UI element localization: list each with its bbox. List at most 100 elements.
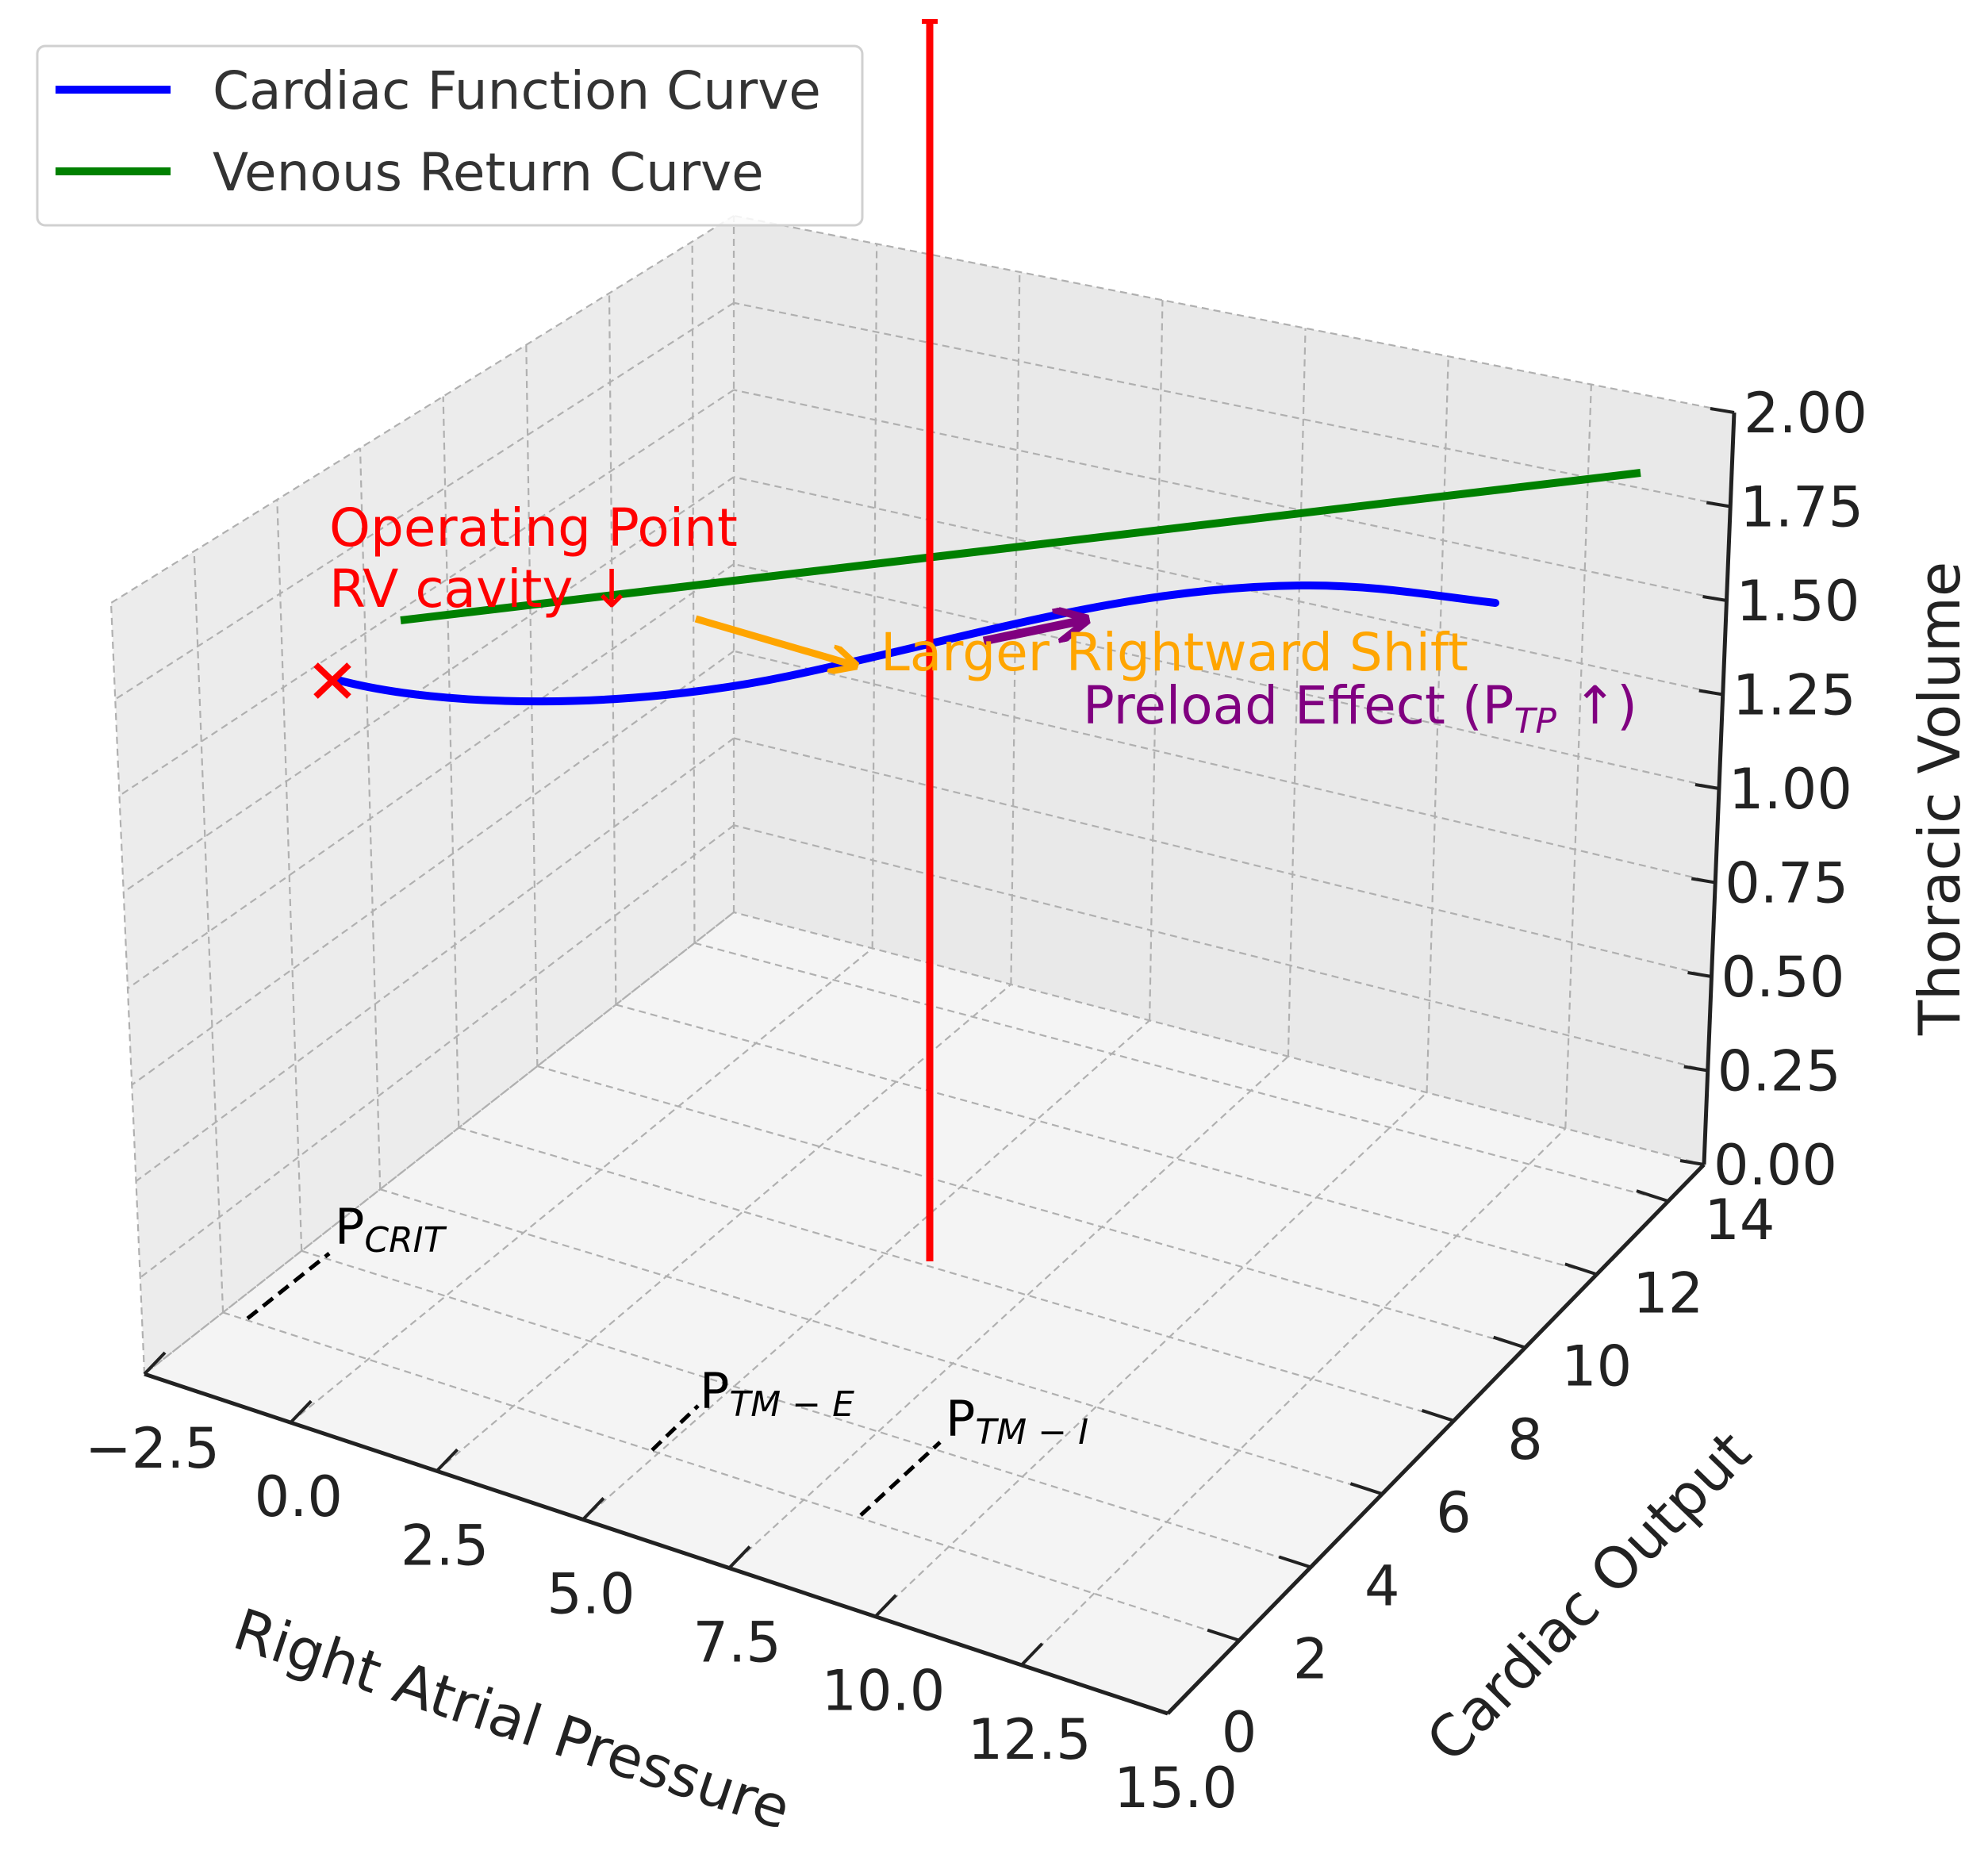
ptmi-base: P bbox=[946, 1390, 975, 1448]
z-tick-mark bbox=[1679, 1159, 1705, 1166]
z-tick-mark bbox=[1694, 783, 1720, 790]
x-gridline-back bbox=[1426, 356, 1449, 1093]
x-tick-mark bbox=[436, 1448, 459, 1472]
y-tick-label: 0 bbox=[1222, 1700, 1257, 1765]
z-tick-label: 1.00 bbox=[1729, 757, 1852, 822]
legend-box bbox=[36, 44, 864, 227]
svg-text:PTM − I: PTM − I bbox=[946, 1390, 1088, 1453]
y-gridline-floor bbox=[458, 1126, 1454, 1422]
x-tick-label: −2.5 bbox=[85, 1416, 220, 1481]
y-tick-mark bbox=[1207, 1628, 1240, 1642]
y-gridline-left bbox=[525, 344, 539, 1067]
z-tick-mark bbox=[1687, 971, 1712, 978]
z-tick-mark bbox=[1698, 689, 1724, 697]
y-tick-label: 12 bbox=[1633, 1261, 1703, 1326]
z-tick-mark bbox=[1702, 595, 1727, 602]
y-gridline-floor bbox=[694, 942, 1669, 1203]
x-tick-mark bbox=[143, 1351, 167, 1376]
y-tick-mark bbox=[1636, 1189, 1669, 1203]
x-tick-mark bbox=[727, 1545, 751, 1569]
x-gridline-floor bbox=[1020, 1127, 1567, 1666]
x-tick-mark bbox=[289, 1399, 313, 1424]
x-tick-mark bbox=[581, 1497, 605, 1521]
preload-effect-label: Preload Effect (PTP ↑) bbox=[1083, 675, 1637, 742]
z-gridline-back bbox=[733, 301, 1731, 508]
y-gridline-floor bbox=[379, 1188, 1383, 1495]
z-gridline-back bbox=[733, 737, 1712, 978]
y-tick-label: 10 bbox=[1561, 1334, 1632, 1399]
preload-effect-sub: TP bbox=[1514, 701, 1556, 742]
z-tick-mark bbox=[1683, 1065, 1709, 1073]
z-gridline-left bbox=[135, 737, 735, 1182]
x-gridline-floor bbox=[290, 947, 873, 1423]
z-tick-label: 1.50 bbox=[1737, 569, 1860, 634]
y-tick-mark bbox=[1278, 1555, 1311, 1569]
x-tick-mark bbox=[1166, 1691, 1190, 1715]
y-gridline-floor bbox=[616, 1004, 1598, 1276]
svg-text:PTM − E: PTM − E bbox=[700, 1362, 854, 1425]
preload-effect-main: Preload Effect (P bbox=[1083, 675, 1514, 736]
x-gridline-back bbox=[871, 244, 878, 949]
z-gridline-left bbox=[110, 215, 735, 604]
z-gridline-left bbox=[118, 389, 735, 796]
y-tick-label: 14 bbox=[1704, 1188, 1775, 1253]
y-gridline-left bbox=[442, 396, 460, 1128]
z-gridline-left bbox=[123, 476, 735, 893]
pane-left bbox=[111, 216, 734, 1374]
pressure-marker-ptm-e: PTM − E bbox=[651, 1362, 854, 1452]
legend-label-venous: Venous Return Curve bbox=[213, 142, 764, 203]
z-axis-label: Thoracic Volume bbox=[1906, 562, 1973, 1036]
y-gridline-left bbox=[193, 551, 225, 1313]
z-gridline-left bbox=[114, 301, 735, 700]
z-tick-mark bbox=[1706, 501, 1731, 509]
operating-point-label: Operating Point bbox=[329, 497, 738, 558]
legend: Cardiac Function Curve Venous Return Cur… bbox=[36, 44, 864, 227]
ptmi-sub: TM − I bbox=[975, 1412, 1088, 1453]
ptme-sub: TM − E bbox=[729, 1384, 854, 1425]
z-gridline-left bbox=[131, 650, 735, 1086]
preload-effect-suffix: ↑) bbox=[1556, 675, 1637, 736]
operating-point-sublabel: RV cavity ↓ bbox=[329, 558, 634, 620]
z-gridline-left bbox=[144, 912, 735, 1375]
x-tick-label: 15.0 bbox=[1114, 1756, 1238, 1821]
y-axis-label: Cardiac Output bbox=[1414, 1418, 1763, 1775]
z-tick-mark bbox=[1710, 407, 1735, 414]
z-gridline-back bbox=[733, 214, 1735, 414]
y-gridline-floor bbox=[537, 1065, 1526, 1349]
preload-effect-arrow bbox=[982, 620, 1083, 646]
x-tick-label: 10.0 bbox=[821, 1659, 945, 1724]
y-tick-mark bbox=[1564, 1262, 1598, 1276]
z-tick-mark bbox=[1691, 877, 1716, 885]
rightward-shift-label: Larger Rightward Shift bbox=[881, 622, 1468, 683]
x-tick-label: 7.5 bbox=[693, 1610, 781, 1675]
y-tick-mark bbox=[1421, 1409, 1455, 1422]
x-tick-label: 12.5 bbox=[968, 1707, 1092, 1772]
y-tick-mark bbox=[1349, 1482, 1384, 1496]
pressure-marker-ptm-i: PTM − I bbox=[859, 1390, 1088, 1517]
z-gridline-back bbox=[733, 824, 1709, 1072]
z-gridline-back bbox=[733, 562, 1720, 790]
pane-back bbox=[734, 216, 1734, 1165]
x-gridline-back bbox=[1287, 328, 1307, 1057]
x-tick-mark bbox=[873, 1594, 897, 1618]
z-gridline-left bbox=[127, 563, 735, 989]
pressure-marker-pcrit: PCRIT bbox=[246, 1198, 447, 1320]
x-axis-line bbox=[144, 1372, 1169, 1716]
pcrit-base: P bbox=[335, 1198, 364, 1256]
z-gridline-back bbox=[733, 650, 1716, 884]
svg-text:PCRIT: PCRIT bbox=[335, 1198, 447, 1261]
y-tick-mark bbox=[1135, 1702, 1169, 1715]
legend-label-cardiac: Cardiac Function Curve bbox=[213, 60, 821, 121]
y-tick-label: 2 bbox=[1293, 1627, 1329, 1692]
z-gridline-back bbox=[733, 389, 1727, 602]
x-gridline-floor bbox=[874, 1092, 1428, 1618]
pane-floor bbox=[144, 912, 1704, 1714]
rightward-shift-arrow bbox=[694, 615, 853, 665]
z-tick-label: 0.25 bbox=[1717, 1039, 1841, 1104]
z-tick-label: 2.00 bbox=[1744, 381, 1867, 446]
x-gridline-floor bbox=[582, 1019, 1150, 1521]
x-gridline-floor bbox=[436, 984, 1012, 1472]
series-venous-return-curve bbox=[400, 469, 1641, 624]
x-tick-label: 2.5 bbox=[401, 1513, 489, 1578]
